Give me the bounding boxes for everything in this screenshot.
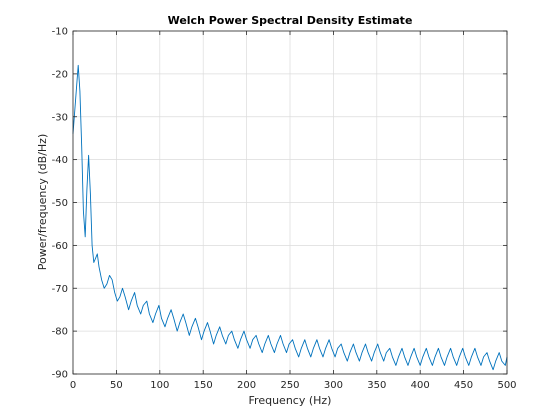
y-tick-label: -80 <box>52 327 68 338</box>
y-tick-label: -50 <box>52 198 68 209</box>
y-tick-label: -20 <box>52 69 68 80</box>
x-tick-label: 350 <box>367 380 386 391</box>
x-axis-label: Frequency (Hz) <box>249 394 332 407</box>
x-tick-label: 200 <box>237 380 256 391</box>
y-tick-label: -90 <box>52 370 68 381</box>
x-tick-label: 0 <box>70 380 76 391</box>
y-tick-label: -60 <box>52 241 68 252</box>
y-axis-label: Power/frequency (dB/Hz) <box>36 134 49 271</box>
x-tick-label: 150 <box>194 380 213 391</box>
series-group <box>72 64 508 371</box>
x-tick-label: 400 <box>411 380 430 391</box>
y-tick-label: -40 <box>52 155 68 166</box>
x-tick-label: 300 <box>324 380 343 391</box>
x-tick-label: 50 <box>110 380 123 391</box>
ticks: 0 50 100 150 200 250 300 350 400 450 500 -90 -80 -70 -… <box>52 27 517 392</box>
y-tick-label: -30 <box>52 112 68 123</box>
x-tick-label: 250 <box>280 380 299 391</box>
x-tick-label: 100 <box>150 380 169 391</box>
x-tick-label: 500 <box>497 380 516 391</box>
x-tick-label: 450 <box>454 380 473 391</box>
y-tick-label: -70 <box>52 284 68 295</box>
chart-title: Welch Power Spectral Density Estimate <box>168 14 413 27</box>
psd-series-line <box>72 64 508 371</box>
y-tick-label: -10 <box>52 27 68 38</box>
